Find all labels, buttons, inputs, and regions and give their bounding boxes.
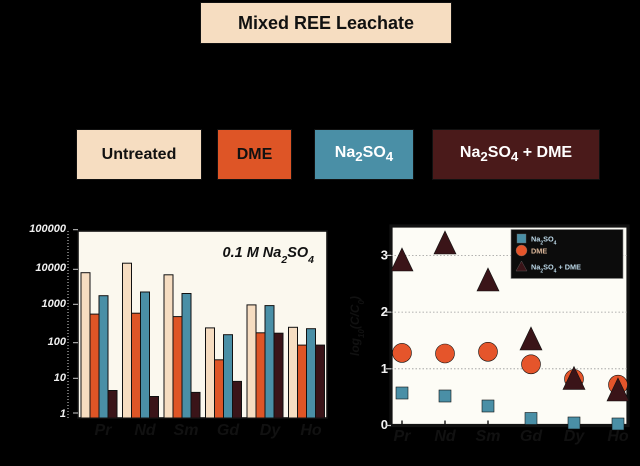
svg-text:Gd: Gd [520, 428, 543, 445]
svg-text:Ho: Ho [607, 428, 629, 445]
svg-text:Sm: Sm [476, 428, 501, 445]
svg-text:Dy: Dy [564, 428, 586, 445]
svg-text:0: 0 [381, 417, 388, 432]
svg-text:Nd: Nd [434, 428, 457, 445]
svg-text:DME: DME [531, 247, 547, 256]
svg-text:log10(C/C0): log10(C/C0) [348, 296, 366, 356]
svg-text:Pr: Pr [394, 428, 412, 445]
